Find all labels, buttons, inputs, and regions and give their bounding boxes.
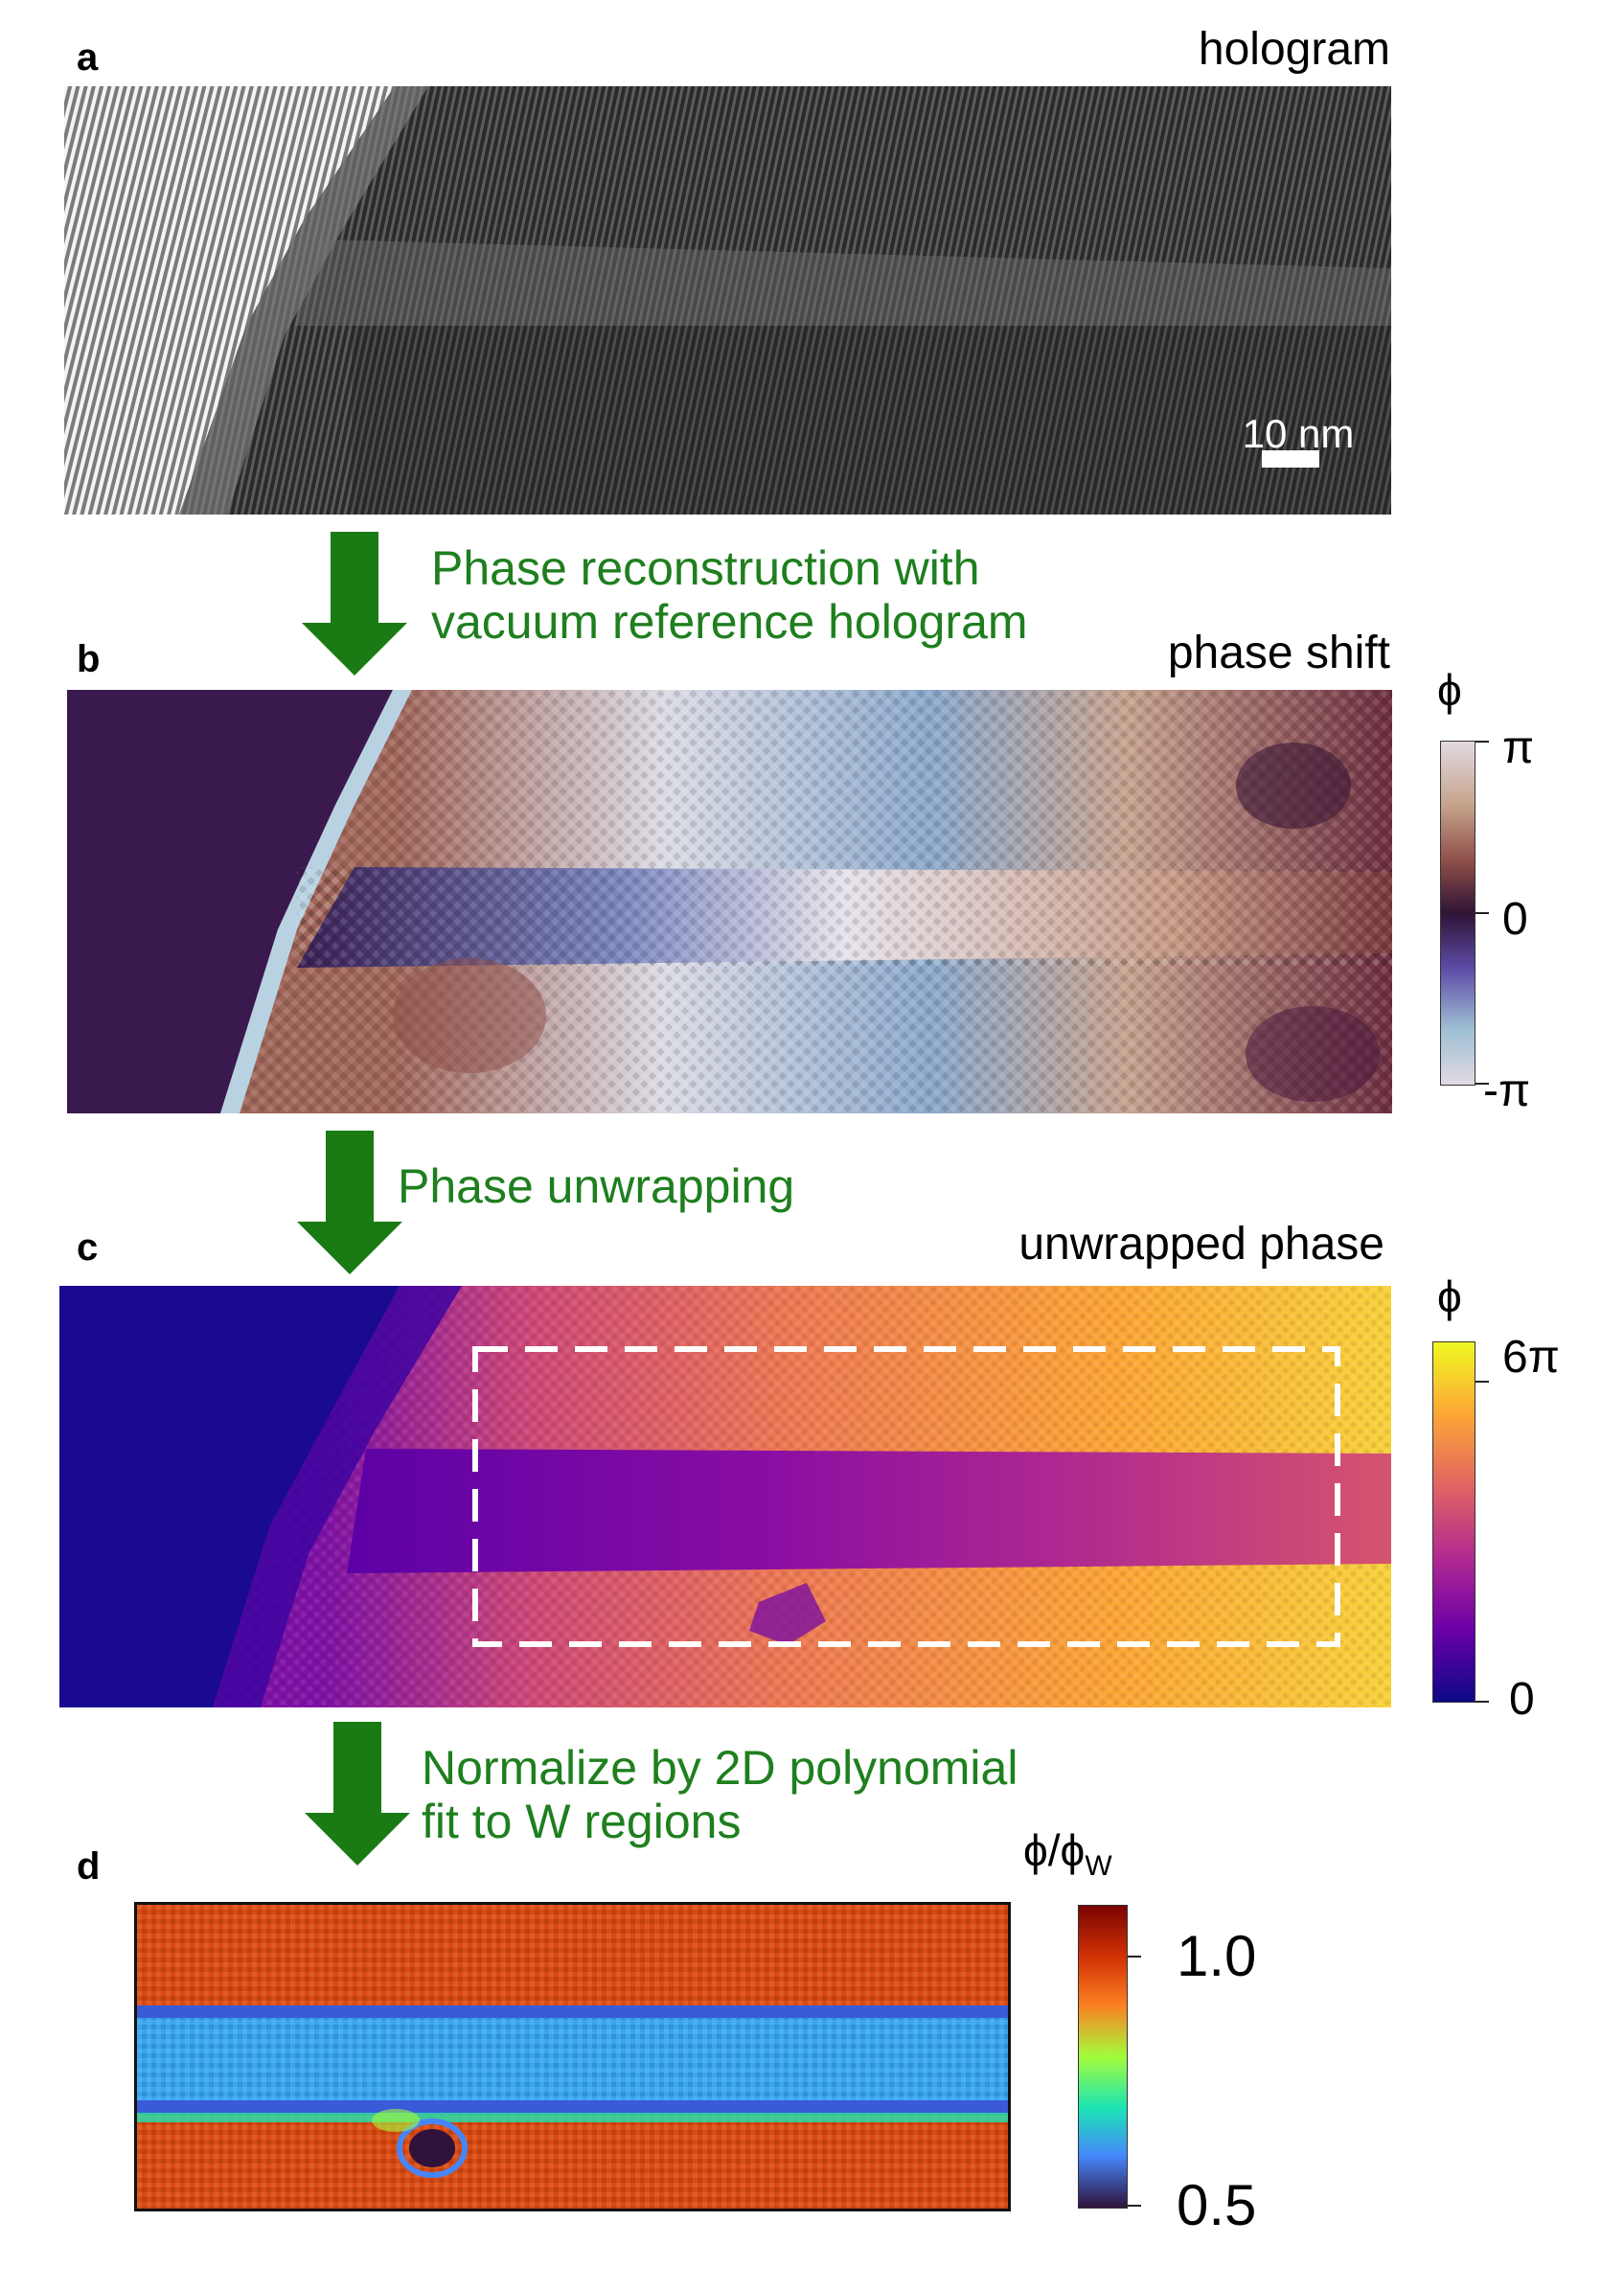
step-3-line-2: fit to W regions: [422, 1795, 742, 1848]
unwrapped-phase-svg: [59, 1286, 1391, 1707]
step-1-line-2: vacuum reference hologram: [431, 595, 1028, 649]
region-of-interest-box: [472, 1346, 1340, 1647]
panel-b-letter: b: [77, 638, 101, 680]
panel-b-colorbar: [1440, 741, 1489, 1086]
panel-c-colorbar: [1432, 1341, 1489, 1703]
panel-c-tick-mark: [1475, 1381, 1489, 1383]
hologram-image: 10 nm: [64, 86, 1391, 515]
normalized-phase-image: [134, 1902, 1011, 2211]
panel-a-title: hologram: [1198, 24, 1390, 75]
panel-b-colorbar-label: ϕ: [1437, 665, 1462, 715]
panel-c-colorbar-label: ϕ: [1437, 1271, 1462, 1321]
panel-c-tick-zero: 0: [1509, 1674, 1535, 1725]
step-2-arrow: [292, 1131, 407, 1284]
scalebar-label: 10 nm: [1242, 411, 1355, 456]
panel-b-tick-mark: [1475, 912, 1489, 914]
panel-b-title: phase shift: [1167, 628, 1390, 678]
panel-b-tick-mark: [1475, 741, 1489, 743]
phase-shift-image: [67, 690, 1392, 1113]
panel-c-tick-mark: [1475, 1701, 1489, 1703]
panel-c-letter: c: [77, 1226, 99, 1269]
step-1-text: Phase reconstruction with vacuum referen…: [431, 541, 1198, 649]
step-3-line-1: Normalize by 2D polynomial: [422, 1741, 1018, 1795]
panel-b-tick-pi: π: [1502, 722, 1535, 773]
panel-a-letter: a: [77, 36, 99, 79]
panel-d-tick-1: 1.0: [1177, 1924, 1257, 1988]
panel-d-colorbar: [1078, 1905, 1141, 2209]
normalized-phase-svg: [137, 1905, 1008, 2209]
step-1-line-1: Phase reconstruction with: [431, 541, 980, 595]
phase-shift-svg: [67, 690, 1392, 1113]
panel-b-tick-minus-pi: -π: [1483, 1065, 1531, 1116]
panel-d-tick-mark: [1128, 1956, 1141, 1958]
step-1-arrow: [297, 532, 412, 685]
panel-d-colorbar-label-main: ϕ/ϕ: [1023, 1825, 1086, 1875]
step-3-text: Normalize by 2D polynomial fit to W regi…: [422, 1741, 1188, 1848]
hologram-svg: [64, 86, 1391, 515]
panel-b-tick-zero: 0: [1502, 894, 1528, 945]
panel-c-tick-6pi: 6π: [1502, 1332, 1560, 1383]
step-2-text: Phase unwrapping: [398, 1159, 1068, 1213]
panel-b-tick-mark: [1475, 1083, 1489, 1085]
panel-c-title: unwrapped phase: [1018, 1219, 1384, 1270]
scalebar: [1262, 450, 1319, 468]
panel-d-tick-0-5: 0.5: [1177, 2173, 1257, 2237]
step-2-line-1: Phase unwrapping: [398, 1159, 795, 1213]
panel-d-letter: d: [77, 1845, 101, 1888]
panel-d-tick-mark: [1128, 2205, 1141, 2207]
unwrapped-phase-image: [59, 1286, 1391, 1707]
panel-d-colorbar-label-sub: W: [1085, 1850, 1112, 1883]
step-3-arrow: [300, 1722, 415, 1875]
panel-d-colorbar-label: ϕ/ϕW: [1023, 1828, 1112, 1881]
